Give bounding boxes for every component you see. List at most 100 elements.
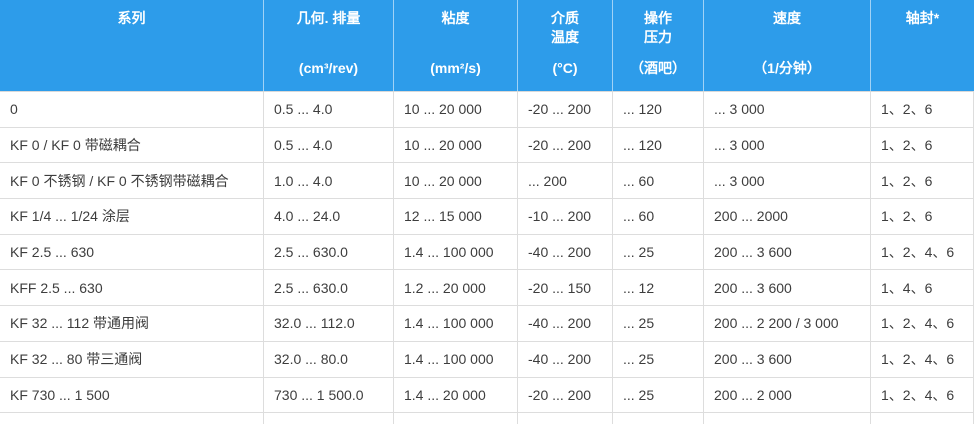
table-header-row: 系列 几何. 排量 (cm³/rev) 粘度 (mm²/s) 介质 温度 (°C… <box>0 0 974 92</box>
table-row-partial <box>0 413 974 424</box>
cell-speed: 200 ... 3 600 <box>704 270 871 306</box>
col-header-speed: 速度 （1/分钟） <box>704 0 871 91</box>
cell-series <box>0 413 264 424</box>
cell-media-temperature: ... 200 <box>518 163 613 199</box>
table-row: KF 0 / KF 0 带磁耦合 0.5 ... 4.0 10 ... 20 0… <box>0 127 974 164</box>
cell-viscosity: 1.4 ... 20 000 <box>394 377 518 413</box>
col-header-shaft-seal-label: 轴封* <box>905 10 940 26</box>
cell-series: KF 32 ... 80 带三通阀 <box>0 341 264 377</box>
cell-shaft-seal: 1、4、6 <box>871 270 974 306</box>
cell-media-temperature: -10 ... 200 <box>518 199 613 234</box>
cell-shaft-seal: 1、2、4、6 <box>871 341 974 377</box>
col-header-operating-pressure-unit: （酒吧） <box>630 60 686 77</box>
cell-displacement <box>264 413 394 424</box>
col-header-media-temperature-label: 介质 温度 <box>551 10 579 45</box>
cell-speed: 200 ... 3 600 <box>704 341 871 377</box>
cell-shaft-seal: 1、2、4、6 <box>871 306 974 341</box>
col-header-media-temperature: 介质 温度 (°C) <box>518 0 613 91</box>
cell-series: KF 32 ... 112 带通用阀 <box>0 306 264 341</box>
cell-series: 0 <box>0 92 264 127</box>
cell-operating-pressure: ... 12 <box>613 270 704 306</box>
cell-operating-pressure: ... 120 <box>613 92 704 127</box>
table-row: KF 2.5 ... 630 2.5 ... 630.0 1.4 ... 100… <box>0 234 974 271</box>
cell-operating-pressure <box>613 413 704 424</box>
cell-speed: 200 ... 2 200 / 3 000 <box>704 306 871 341</box>
cell-displacement: 1.0 ... 4.0 <box>264 163 394 199</box>
cell-viscosity: 1.2 ... 20 000 <box>394 270 518 306</box>
cell-media-temperature: -20 ... 200 <box>518 377 613 413</box>
col-header-shaft-seal: 轴封* <box>871 0 974 91</box>
cell-speed: 200 ... 3 600 <box>704 234 871 270</box>
col-header-displacement-label: 几何. 排量 <box>296 10 361 26</box>
cell-speed <box>704 413 871 424</box>
cell-displacement: 4.0 ... 24.0 <box>264 199 394 234</box>
col-header-operating-pressure: 操作 压力 （酒吧） <box>613 0 704 91</box>
cell-series: KF 730 ... 1 500 <box>0 377 264 413</box>
col-header-viscosity-label: 粘度 <box>441 10 470 26</box>
cell-media-temperature: -40 ... 200 <box>518 341 613 377</box>
col-header-displacement-unit: (cm³/rev) <box>298 60 359 77</box>
cell-speed: 200 ... 2 000 <box>704 377 871 413</box>
cell-viscosity: 12 ... 15 000 <box>394 199 518 234</box>
cell-shaft-seal: 1、2、6 <box>871 199 974 234</box>
table-row: KF 32 ... 80 带三通阀 32.0 ... 80.0 1.4 ... … <box>0 341 974 378</box>
cell-shaft-seal: 1、2、6 <box>871 163 974 199</box>
col-header-viscosity: 粘度 (mm²/s) <box>394 0 518 91</box>
cell-series: KF 0 / KF 0 带磁耦合 <box>0 127 264 163</box>
cell-media-temperature: -20 ... 150 <box>518 270 613 306</box>
cell-series: KF 0 不锈钢 / KF 0 不锈钢带磁耦合 <box>0 163 264 199</box>
cell-shaft-seal: 1、2、4、6 <box>871 377 974 413</box>
cell-viscosity <box>394 413 518 424</box>
cell-shaft-seal: 1、2、6 <box>871 127 974 163</box>
cell-displacement: 730 ... 1 500.0 <box>264 377 394 413</box>
cell-viscosity: 1.4 ... 100 000 <box>394 306 518 341</box>
cell-displacement: 32.0 ... 80.0 <box>264 341 394 377</box>
cell-displacement: 32.0 ... 112.0 <box>264 306 394 341</box>
cell-operating-pressure: ... 60 <box>613 163 704 199</box>
cell-displacement: 2.5 ... 630.0 <box>264 270 394 306</box>
col-header-media-temperature-unit: (°C) <box>552 60 578 77</box>
cell-viscosity: 10 ... 20 000 <box>394 92 518 127</box>
cell-operating-pressure: ... 25 <box>613 306 704 341</box>
cell-shaft-seal: 1、2、6 <box>871 92 974 127</box>
col-header-series: 系列 <box>0 0 264 91</box>
cell-media-temperature: -40 ... 200 <box>518 306 613 341</box>
cell-shaft-seal <box>871 413 974 424</box>
col-header-speed-label: 速度 <box>773 10 801 26</box>
cell-operating-pressure: ... 25 <box>613 377 704 413</box>
cell-series: KF 1/4 ... 1/24 涂层 <box>0 199 264 234</box>
cell-displacement: 0.5 ... 4.0 <box>264 92 394 127</box>
cell-speed: 200 ... 2000 <box>704 199 871 234</box>
cell-viscosity: 1.4 ... 100 000 <box>394 341 518 377</box>
table-row: KF 730 ... 1 500 730 ... 1 500.0 1.4 ...… <box>0 377 974 414</box>
cell-viscosity: 10 ... 20 000 <box>394 127 518 163</box>
cell-series: KFF 2.5 ... 630 <box>0 270 264 306</box>
cell-series: KF 2.5 ... 630 <box>0 234 264 270</box>
col-header-speed-unit: （1/分钟） <box>753 60 821 77</box>
table-row: KFF 2.5 ... 630 2.5 ... 630.0 1.2 ... 20… <box>0 270 974 307</box>
cell-media-temperature: -20 ... 200 <box>518 92 613 127</box>
cell-shaft-seal: 1、2、4、6 <box>871 234 974 270</box>
cell-operating-pressure: ... 60 <box>613 199 704 234</box>
cell-displacement: 0.5 ... 4.0 <box>264 127 394 163</box>
cell-viscosity: 1.4 ... 100 000 <box>394 234 518 270</box>
col-header-operating-pressure-label: 操作 压力 <box>644 10 672 45</box>
col-header-displacement: 几何. 排量 (cm³/rev) <box>264 0 394 91</box>
col-header-series-label: 系列 <box>117 10 146 26</box>
cell-operating-pressure: ... 120 <box>613 127 704 163</box>
cell-media-temperature: -20 ... 200 <box>518 127 613 163</box>
cell-viscosity: 10 ... 20 000 <box>394 163 518 199</box>
cell-speed: ... 3 000 <box>704 127 871 163</box>
cell-media-temperature: -40 ... 200 <box>518 234 613 270</box>
cell-speed: ... 3 000 <box>704 163 871 199</box>
cell-operating-pressure: ... 25 <box>613 234 704 270</box>
cell-media-temperature <box>518 413 613 424</box>
table-row: 0 0.5 ... 4.0 10 ... 20 000 -20 ... 200 … <box>0 92 974 128</box>
table-row: KF 1/4 ... 1/24 涂层 4.0 ... 24.0 12 ... 1… <box>0 199 974 235</box>
cell-operating-pressure: ... 25 <box>613 341 704 377</box>
table-body: 0 0.5 ... 4.0 10 ... 20 000 -20 ... 200 … <box>0 92 974 424</box>
table-row: KF 0 不锈钢 / KF 0 不锈钢带磁耦合 1.0 ... 4.0 10 .… <box>0 163 974 200</box>
cell-speed: ... 3 000 <box>704 92 871 127</box>
col-header-viscosity-unit: (mm²/s) <box>430 60 481 77</box>
